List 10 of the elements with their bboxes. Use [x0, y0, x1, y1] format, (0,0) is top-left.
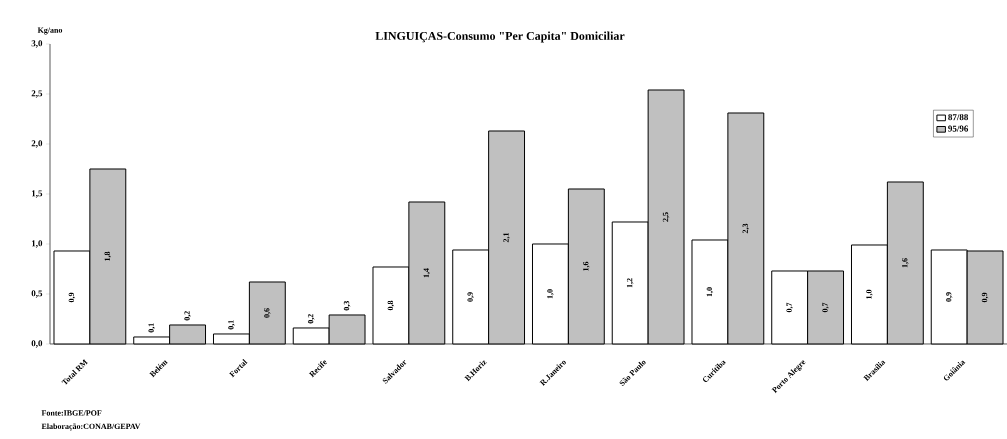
y-tick-label: 0,5	[31, 290, 43, 298]
legend-label: 95/96	[948, 125, 969, 132]
y-tick-label: 0,0	[31, 340, 43, 348]
y-tick-label: 1,5	[32, 190, 43, 198]
legend-label: 87/88	[948, 114, 969, 121]
y-tick-label: 2,5	[31, 90, 43, 98]
y-tick-label: 3,0	[31, 40, 43, 48]
y-tick-label: 1,0	[32, 240, 43, 248]
chart-title: LINGUIÇAS-Consumo "Per Capita" Domiciliar	[375, 31, 625, 43]
y-tick-label: 2,0	[31, 140, 43, 148]
